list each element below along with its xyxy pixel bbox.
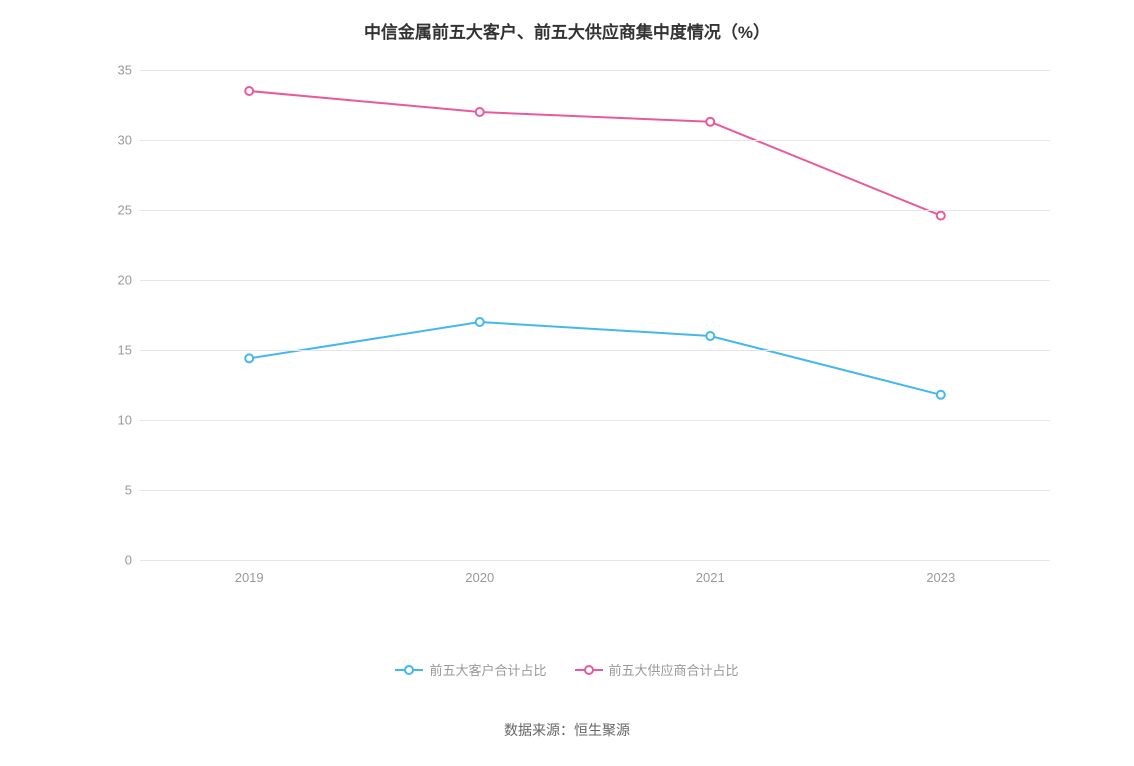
x-tick-label: 2021: [680, 570, 740, 585]
series-marker: [476, 108, 484, 116]
legend-marker-icon: [395, 663, 423, 677]
gridline: [140, 70, 1050, 71]
chart-container: 中信金属前五大客户、前五大供应商集中度情况（%） 0 5 10 15 20 25 30 35 2…: [0, 0, 1134, 766]
y-tick-label: 25: [92, 203, 132, 218]
x-tick-label: 2020: [450, 570, 510, 585]
chart-area: 051015202530352019202020212023: [90, 70, 1050, 590]
y-tick-label: 5: [92, 483, 132, 498]
chart-title: 中信金属前五大客户、前五大供应商集中度情况（%）: [0, 18, 1134, 43]
legend: 前五大客户合计占比 前五大供应商合计占比: [0, 660, 1134, 682]
legend-label: 前五大客户合计占比: [429, 660, 546, 679]
y-tick-label: 30: [92, 133, 132, 148]
series-marker: [245, 354, 253, 362]
x-tick-label: 2019: [219, 570, 279, 585]
y-tick-label: 20: [92, 273, 132, 288]
x-tick-label: 2023: [911, 570, 971, 585]
y-tick-label: 10: [92, 413, 132, 428]
series-marker: [706, 118, 714, 126]
chart-svg: [140, 70, 1050, 560]
series-marker: [245, 87, 253, 95]
series-marker: [937, 212, 945, 220]
series-marker: [937, 391, 945, 399]
gridline: [140, 560, 1050, 561]
legend-item[interactable]: 前五大供应商合计占比: [575, 660, 739, 679]
series-line: [249, 91, 941, 216]
y-tick-label: 15: [92, 343, 132, 358]
source-label: 数据来源：恒生聚源: [0, 720, 1134, 740]
plot-region: [140, 70, 1050, 560]
gridline: [140, 280, 1050, 281]
y-tick-label: 0: [92, 553, 132, 568]
legend-item[interactable]: 前五大客户合计占比: [395, 660, 546, 679]
gridline: [140, 210, 1050, 211]
gridline: [140, 490, 1050, 491]
gridline: [140, 420, 1050, 421]
y-tick-label: 35: [92, 63, 132, 78]
legend-label: 前五大供应商合计占比: [609, 660, 739, 679]
series-marker: [706, 332, 714, 340]
gridline: [140, 140, 1050, 141]
legend-marker-icon: [575, 663, 603, 677]
gridline: [140, 350, 1050, 351]
series-marker: [476, 318, 484, 326]
series-line: [249, 322, 941, 395]
